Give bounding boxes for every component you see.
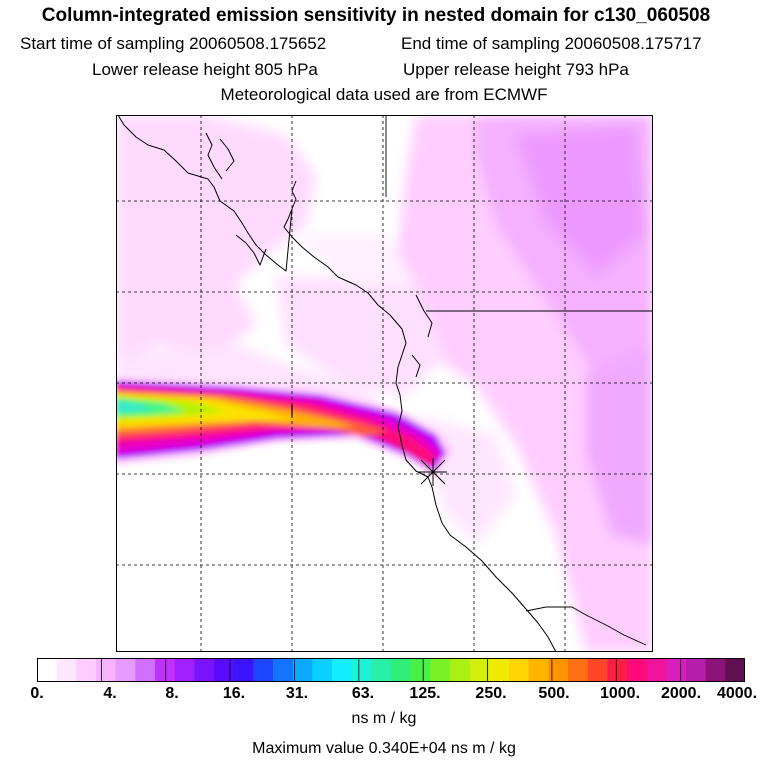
- colorbar-swatch: [666, 658, 687, 682]
- colorbar-swatch: [56, 658, 77, 682]
- colorbar-swatch: [646, 658, 667, 682]
- colorbar-tick: 63.: [351, 685, 375, 702]
- asterisk-marker: [419, 458, 447, 486]
- map-title: Column-integrated emission sensitivity i…: [41, 5, 711, 26]
- colorbar-swatch: [725, 658, 745, 682]
- colorbar-swatch: [76, 658, 97, 682]
- sensitivity-map: [116, 115, 653, 652]
- colorbar-tick: 4000.: [716, 685, 758, 702]
- colorbar-swatch: [233, 658, 254, 682]
- colorbar-swatch: [37, 658, 58, 682]
- colorbar-tick: 250.: [475, 685, 507, 702]
- colorbar-swatch: [214, 658, 235, 682]
- colorbar-swatch: [155, 658, 176, 682]
- colorbar-swatch: [587, 658, 608, 682]
- colorbar-tick: 1000.: [599, 685, 641, 702]
- colorbar-swatch: [273, 658, 294, 682]
- colorbar-swatch: [450, 658, 471, 682]
- coastline: [117, 115, 557, 652]
- colorbar-swatch: [548, 658, 569, 682]
- colorbar-swatch: [568, 658, 589, 682]
- start-time-label: Start time of sampling 20060508.175652: [20, 34, 327, 53]
- colorbar-tick: 16.: [222, 685, 246, 702]
- colorbar-swatch: [312, 658, 333, 682]
- emission-plume: [116, 377, 454, 477]
- colorbar-swatch: [528, 658, 549, 682]
- end-time-label: End time of sampling 20060508.175717: [401, 34, 702, 53]
- colorbar-tick: 0.: [30, 685, 44, 702]
- colorbar-tick: 500.: [538, 685, 570, 702]
- colorbar-swatch: [686, 658, 707, 682]
- colorbar-tick: 125.: [409, 685, 441, 702]
- colorbar-tick: 2000.: [660, 685, 702, 702]
- colorbar-swatch: [410, 658, 431, 682]
- colorbar-swatch: [351, 658, 372, 682]
- colorbar-tick: 31.: [285, 685, 309, 702]
- colorbar-tick: 4.: [103, 685, 117, 702]
- colorbar-swatch: [705, 658, 726, 682]
- met-data-label: Meteorological data used are from ECMWF: [220, 85, 548, 104]
- max-value-label: Maximum value 0.340E+04 ns m / kg: [252, 740, 516, 757]
- colorbar-swatch: [627, 658, 648, 682]
- colorbar-swatch: [115, 658, 136, 682]
- colorbar-swatch: [135, 658, 156, 682]
- colorbar-swatch: [253, 658, 274, 682]
- upper-release-label: Upper release height 793 hPa: [403, 60, 629, 79]
- colorbar-swatch: [292, 658, 313, 682]
- colorbar-swatch: [174, 658, 195, 682]
- colorbar-swatch: [391, 658, 412, 682]
- colorbar-tick: 8.: [165, 685, 179, 702]
- colorbar-swatch: [332, 658, 353, 682]
- colorbar-swatch: [509, 658, 530, 682]
- colorbar-swatch: [469, 658, 490, 682]
- colorbar-swatch: [430, 658, 451, 682]
- colorbar-swatch: [371, 658, 392, 682]
- units-label: ns m / kg: [351, 710, 417, 727]
- map-frame: [116, 115, 653, 652]
- colorbar-frame: [37, 658, 745, 682]
- lower-release-label: Lower release height 805 hPa: [92, 60, 318, 79]
- colorbar-swatch: [489, 658, 510, 682]
- colorbar-swatch: [607, 658, 628, 682]
- colorbar: [37, 658, 745, 682]
- colorbar-swatch: [96, 658, 117, 682]
- colorbar-swatch: [194, 658, 215, 682]
- political-borders: [291, 115, 653, 646]
